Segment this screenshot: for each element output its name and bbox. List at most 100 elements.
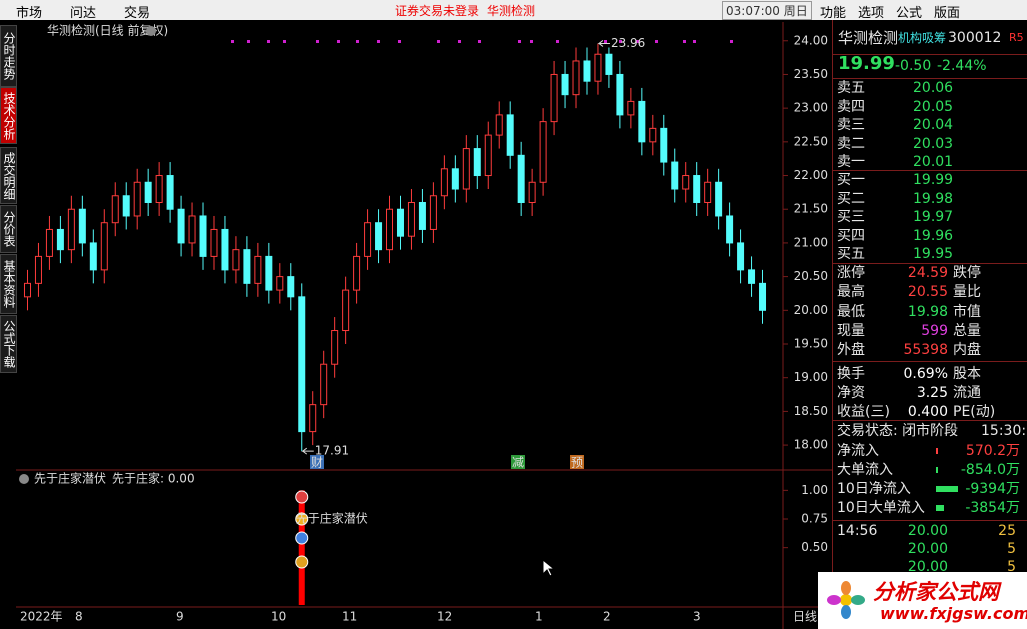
- stat-label: 净资: [837, 384, 865, 401]
- order-price: 19.97: [913, 209, 954, 225]
- event-marker: 预: [571, 456, 583, 470]
- x-tick-label: 10: [271, 610, 286, 624]
- side-tab[interactable]: 分时走势: [0, 25, 17, 87]
- order-label: 买三: [837, 209, 865, 225]
- candle-body: [627, 100, 635, 116]
- signal-dot: [730, 40, 733, 43]
- menu-item[interactable]: 市场: [16, 6, 43, 21]
- menu-item[interactable]: 功能: [820, 6, 847, 21]
- candle-body: [484, 134, 492, 177]
- title-icon: [146, 26, 156, 36]
- candle-body: [386, 208, 394, 251]
- candle-body: [78, 208, 86, 244]
- y-tick-label: 22.00: [794, 168, 828, 182]
- candle-body: [693, 175, 701, 203]
- tick-price: 20.00: [907, 559, 948, 575]
- y-tick-label: 18.00: [794, 438, 828, 452]
- candle-body: [396, 208, 404, 237]
- candle-body: [649, 127, 657, 143]
- tick-volume: 5: [1007, 559, 1016, 575]
- side-tab[interactable]: 基本资料: [0, 254, 17, 314]
- menu-item[interactable]: 版面: [934, 6, 961, 21]
- x-tick-label: 2022年: [20, 610, 63, 624]
- candle-body: [704, 181, 712, 203]
- candle-body: [726, 215, 734, 244]
- side-tab[interactable]: 公式下载: [0, 315, 17, 373]
- signal-dot: [316, 40, 319, 43]
- y-tick-label: 21.50: [794, 202, 828, 216]
- signal-dot: [478, 40, 481, 43]
- separator: [833, 361, 1027, 362]
- candle-body: [221, 228, 229, 271]
- candle-body: [605, 53, 613, 75]
- flow-value: -3854万: [965, 500, 1020, 516]
- separator: [833, 263, 1027, 264]
- menu-item[interactable]: 公式: [896, 6, 923, 21]
- candle-body: [682, 175, 690, 190]
- candle-body: [23, 282, 31, 298]
- annotation-arrow: [301, 447, 314, 455]
- side-tab[interactable]: 技术分析: [0, 87, 17, 144]
- y-tick-label: 21.00: [794, 235, 828, 249]
- y-tick-label: 23.50: [794, 67, 828, 81]
- indicator-title: 先于庄家潜伏: [34, 471, 106, 486]
- order-price: 20.01: [913, 154, 954, 170]
- candle-body: [550, 73, 558, 123]
- signal-dot: [437, 40, 440, 43]
- tick-price: 20.00: [907, 523, 948, 539]
- side-tab[interactable]: 成交明细: [0, 147, 17, 204]
- signal-dot: [267, 40, 270, 43]
- order-price: 19.95: [913, 246, 954, 262]
- flow-value: 570.2万: [965, 443, 1020, 459]
- tick-volume: 25: [998, 523, 1016, 539]
- signal-dot: [356, 40, 359, 43]
- candle-body: [440, 168, 448, 197]
- indicator-value: 先于庄家: 0.00: [112, 471, 195, 486]
- candle-body: [67, 208, 75, 251]
- x-tick-label: 2: [603, 610, 611, 624]
- stat-value: 0.400: [907, 404, 948, 421]
- separator: [833, 54, 1027, 55]
- stat-label: 最低: [837, 303, 865, 320]
- order-label: 卖四: [837, 98, 865, 115]
- stat-value: 20.55: [907, 284, 948, 301]
- candle-body: [583, 60, 591, 82]
- stat-value: 19.98: [907, 303, 948, 320]
- event-marker-bg: [310, 455, 324, 469]
- candle-body: [111, 195, 119, 224]
- change: -0.50: [895, 58, 932, 74]
- annotation-arrow: [597, 40, 610, 47]
- candle-body: [89, 242, 97, 271]
- candle-body: [407, 201, 415, 237]
- menu-item[interactable]: 选项: [858, 6, 885, 21]
- stock-tag: 机构吸筹: [898, 31, 947, 45]
- order-label: 卖一: [837, 154, 865, 170]
- candle-body: [276, 276, 284, 291]
- candle-body: [56, 228, 64, 251]
- candle-body: [122, 195, 130, 217]
- order-price: 20.04: [913, 117, 954, 133]
- candle-body: [748, 269, 756, 284]
- y-tick-label: 22.50: [794, 134, 828, 148]
- stat-label: PE(动): [953, 404, 996, 421]
- side-tab[interactable]: 分价表: [0, 205, 17, 253]
- quote-panel: 华测检测 机构吸筹 300012 R5 19.99 -0.50 -2.44% 卖五 20.06 卖…: [832, 20, 1027, 629]
- candle-body: [429, 195, 437, 230]
- stat-label: 最高: [837, 284, 865, 301]
- signal-dot: [337, 40, 340, 43]
- signal-dot: [283, 40, 286, 43]
- logo: 分析家公式网 www.fxjgsw.com: [818, 572, 1027, 629]
- menu-item[interactable]: 问达: [70, 6, 97, 21]
- order-label: 买一: [837, 172, 865, 188]
- candle-body: [133, 181, 141, 217]
- signal-dot: [398, 40, 401, 43]
- order-label: 卖二: [837, 135, 865, 152]
- flow-bar: [936, 486, 958, 492]
- y-tick-label: 24.00: [794, 33, 828, 47]
- candle-body: [166, 175, 174, 210]
- menu-item[interactable]: 交易: [124, 6, 151, 21]
- candle-body: [517, 154, 525, 203]
- mouse-cursor: [542, 558, 556, 577]
- candle-body: [539, 121, 547, 183]
